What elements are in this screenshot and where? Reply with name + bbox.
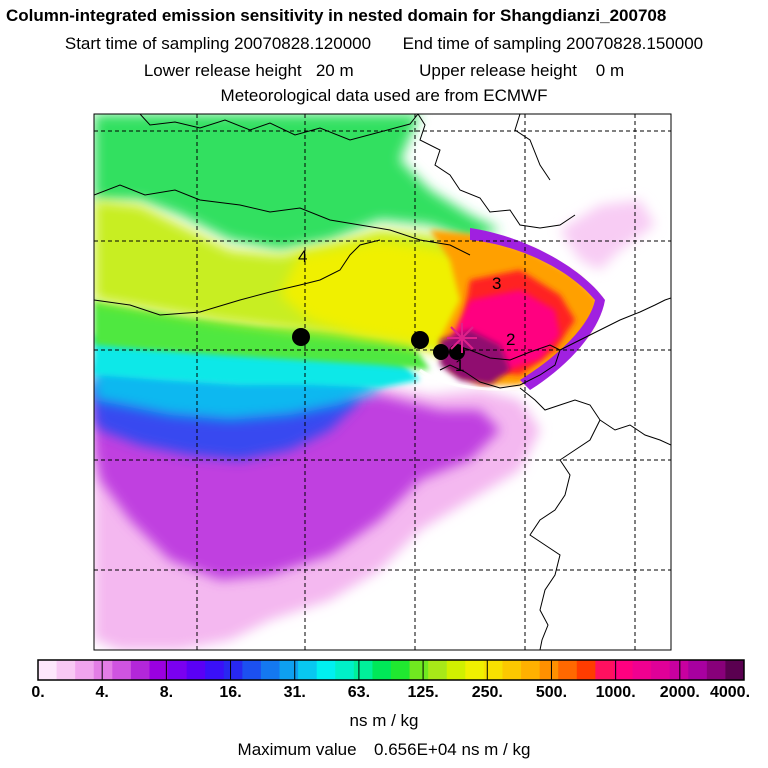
- maximum-value-prefix: Maximum value: [237, 740, 357, 759]
- sampling-times-line: Start time of sampling 20070828.120000 E…: [0, 34, 768, 54]
- boundary-north: [139, 114, 419, 141]
- coastline-south-1: [519, 387, 601, 461]
- station-star-icon: [447, 323, 477, 353]
- map-number-2: 2: [506, 330, 515, 349]
- map-number-4: 4: [298, 247, 307, 266]
- colorbar-swatch: [223, 660, 243, 680]
- colorbar-tick-label: 63.: [347, 684, 371, 701]
- coastline-south-2: [529, 459, 571, 650]
- start-time-label: Start time of sampling 20070828.120000: [64, 34, 372, 53]
- colorbar-swatch: [595, 660, 615, 680]
- colorbar-swatch: [130, 660, 150, 680]
- colorbar-swatch: [168, 660, 188, 680]
- colorbar-swatch: [613, 660, 634, 680]
- colorbar-swatch: [651, 660, 671, 680]
- colorbar-swatch: [409, 660, 429, 680]
- colorbar-swatch: [632, 660, 652, 680]
- colorbar-swatch: [279, 660, 299, 680]
- city-marker: [411, 331, 429, 349]
- colorbar-frame: [37, 659, 745, 681]
- colorbar-swatch: [353, 660, 373, 680]
- colorbar-swatch: [669, 660, 689, 680]
- figure-title: Column-integrated emission sensitivity i…: [6, 6, 667, 25]
- field-layer-green-lower: [94, 300, 430, 370]
- colorbar-swatch: [446, 660, 466, 680]
- city-markers: [292, 328, 465, 360]
- lower-release-label: Lower release height 20 m: [143, 61, 354, 80]
- city-marker: [292, 328, 310, 346]
- colorbar-swatch: [93, 660, 113, 680]
- colorbar-swatch: [725, 660, 745, 680]
- grid-lines: [94, 114, 671, 650]
- coastline-east-1: [417, 114, 576, 229]
- boundary-lower: [94, 239, 381, 316]
- colorbar-tick-label: 16.: [219, 684, 242, 701]
- colorbar-tick-label: 2000.: [659, 684, 700, 701]
- colorbar-swatch: [372, 660, 392, 680]
- map-number-3: 3: [492, 274, 501, 293]
- colorbar-swatch: [688, 660, 708, 680]
- colorbar-tick-label: 0.: [31, 684, 45, 701]
- boundary-middle: [94, 184, 471, 256]
- colorbar-swatch: [38, 660, 58, 680]
- colorbar-swatch: [75, 660, 95, 680]
- colorbar-unit-label: ns m / kg: [349, 711, 419, 730]
- colorbar-swatch: [483, 660, 503, 680]
- colorbar-swatch: [391, 660, 411, 680]
- field-layer-plume-edge: [419, 368, 521, 391]
- meteorological-data-label: Meteorological data used are from ECMWF: [220, 86, 548, 105]
- colorbar-swatch: [521, 660, 541, 680]
- colorbar-swatch: [706, 660, 726, 680]
- coastline-shandong: [559, 297, 671, 351]
- colorbar-tick-label: 31.: [283, 684, 306, 701]
- colorbar-swatch: [298, 660, 318, 680]
- colorbar-swatch: [149, 660, 169, 680]
- colorbar-swatch: [316, 660, 336, 680]
- coastline-bohai: [439, 344, 561, 389]
- sensitivity-field: [94, 114, 671, 650]
- colorbar-swatch: [56, 660, 76, 680]
- field-layer-green: [94, 114, 500, 250]
- trajectory-numbers: 4 3 2 1: [298, 247, 515, 375]
- colorbar-swatch: [465, 660, 485, 680]
- colorbar-swatch: [112, 660, 132, 680]
- maximum-value-unit: ns m / kg: [461, 740, 531, 759]
- colorbar-swatch: [539, 660, 559, 680]
- colorbar-swatch: [186, 660, 206, 680]
- colorbar-swatch: [502, 660, 522, 680]
- colorbar-swatch: [335, 660, 355, 680]
- release-height-line: Lower release height 20 m Upper release …: [0, 61, 768, 81]
- boundary-southeast: [599, 419, 671, 446]
- colorbar-swatch: [205, 660, 225, 680]
- colorbar-tick-label: 4000.: [709, 684, 751, 701]
- maximum-value-line: Maximum value 0.656E+04 ns m / kg: [0, 740, 768, 760]
- map-frame: [93, 113, 672, 651]
- end-time-label: End time of sampling 20070828.150000: [402, 34, 704, 53]
- coastline-east-2: [514, 114, 551, 181]
- maximum-value-number: 0.656E+04: [374, 740, 457, 759]
- colorbar-swatch: [260, 660, 281, 680]
- colorbar-swatch: [576, 660, 596, 680]
- colorbar: [38, 660, 745, 680]
- colorbar-tick-label: 8.: [159, 684, 174, 701]
- colorbar-tick-label: 250.: [471, 684, 503, 701]
- colorbar-tick-label: 500.: [535, 684, 568, 701]
- coastlines: [94, 114, 671, 650]
- city-marker: [433, 344, 449, 360]
- colorbar-swatch: [242, 660, 262, 680]
- upper-release-label: Upper release height 0 m: [419, 61, 625, 80]
- colorbar-swatch: [558, 660, 578, 680]
- colorbar-tick-label: 125.: [407, 684, 439, 701]
- colorbar-tick-label: 1000.: [595, 684, 636, 701]
- field-layer-pink-east: [560, 200, 655, 270]
- map-number-1: 1: [455, 356, 464, 375]
- colorbar-swatch: [428, 660, 448, 680]
- colorbar-tick-label: 4.: [95, 684, 109, 701]
